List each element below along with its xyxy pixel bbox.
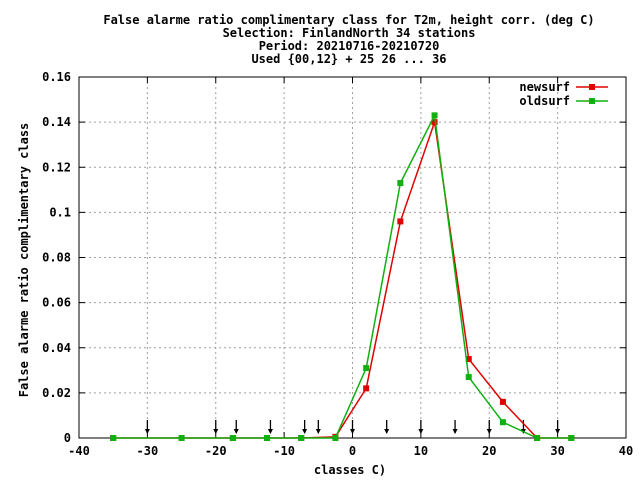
class-arrow-head [555,429,561,434]
y-tick-label: 0.06 [42,296,71,310]
data-point-oldsurf [568,435,575,441]
chart-title-line-4: Used {00,12} + 25 26 ... 36 [251,52,446,66]
y-tick-label: 0.02 [42,386,71,400]
series-line-newsurf [113,121,572,439]
x-tick-label: -20 [205,444,227,458]
class-arrow-head [350,429,355,434]
y-axis-label: False alarme ratio complimentary class [17,123,31,398]
x-tick-label: -40 [68,444,90,458]
class-arrow-head [144,429,150,434]
data-point-newsurf [499,398,506,405]
data-point-oldsurf [499,419,506,426]
series-line-oldsurf [113,112,572,439]
data-point-newsurf [431,119,438,126]
class-arrow-head [452,429,458,434]
data-point-oldsurf [431,112,438,119]
data-point-newsurf [397,218,404,225]
class-arrow-head [486,429,492,434]
data-point-oldsurf [332,435,339,441]
legend-label-newsurf: newsurf [519,80,570,94]
data-point-oldsurf [298,435,305,441]
x-tick-label: 40 [619,444,633,458]
x-tick-label: -30 [137,444,159,458]
y-tick-label: 0.1 [49,205,71,219]
x-tick-label: -10 [273,444,295,458]
legend-marker-newsurf [589,84,595,90]
data-point-oldsurf [264,435,271,441]
legend-label-oldsurf: oldsurf [519,94,570,108]
class-arrow-head [315,429,321,434]
y-tick-label: 0.04 [42,341,71,355]
class-arrow-head [233,429,239,434]
chart-title-line-2: Selection: FinlandNorth 34 stations [223,26,476,40]
axes: -40 -30 -20 -10 0 10 20 30 40 0 0.02 0.04 0.06 0.08 0.… [42,70,633,458]
series-layer [110,112,575,441]
y-tick-label: 0.16 [42,70,71,84]
class-arrow-head [213,429,219,434]
data-point-oldsurf [229,435,236,441]
class-arrow-head [384,429,390,434]
y-tick-label: 0.14 [42,115,71,129]
x-tick-label: 20 [482,444,496,458]
y-tick-label: 0.08 [42,251,71,265]
x-tick-label: 0 [349,444,356,458]
legend-marker-oldsurf [589,98,595,104]
data-point-newsurf [363,385,370,392]
data-point-oldsurf [397,180,404,187]
data-point-oldsurf [534,435,541,441]
chart-title: False alarme ratio complimentary class f… [103,13,594,66]
class-arrow-head [302,429,308,434]
data-point-oldsurf [178,435,185,441]
grid [79,77,626,438]
class-arrow-head [418,429,424,434]
tick-arrows [144,420,561,434]
x-tick-label: 30 [550,444,564,458]
chart-title-line-1: False alarme ratio complimentary class f… [103,13,594,27]
y-tick-label: 0.12 [42,160,71,174]
y-tick-label: 0 [64,431,71,445]
data-point-newsurf [465,356,472,363]
data-point-oldsurf [110,435,117,441]
x-tick-label: 10 [414,444,428,458]
x-axis-label: classes C) [314,463,386,477]
data-point-oldsurf [363,365,370,372]
data-point-oldsurf [465,374,472,381]
class-arrow-head [267,429,273,434]
chart-title-line-3: Period: 20210716-20210720 [259,39,440,53]
